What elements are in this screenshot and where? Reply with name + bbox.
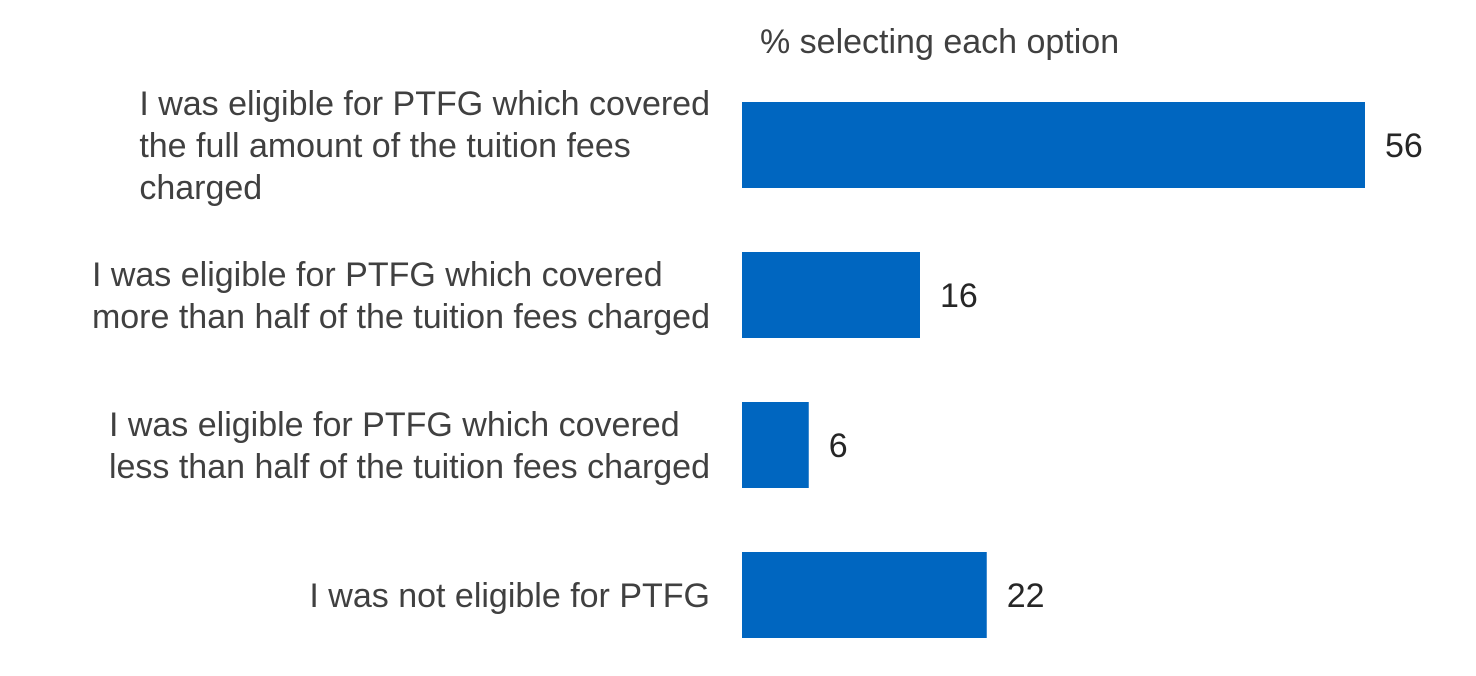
category-label-4: I was not eligible for PTFG <box>309 577 710 615</box>
value-label-4: 22 <box>1007 577 1045 615</box>
bars-layer: 56 I was eligible for PTFG which covered t… <box>92 85 1423 638</box>
category-label-line: charged <box>139 169 262 207</box>
category-label-line: the full amount of the tuition fees <box>139 127 630 165</box>
category-label-line: I was not eligible for PTFG <box>309 577 710 615</box>
axis-caption: % selecting each option <box>760 23 1119 61</box>
category-label-line: less than half of the tuition fees charg… <box>109 448 710 486</box>
category-label-line: I was eligible for PTFG which covered <box>139 85 710 123</box>
category-label-line: I was eligible for PTFG which covered <box>92 256 663 294</box>
bar-2 <box>742 252 920 338</box>
category-label-3: I was eligible for PTFG which covered les… <box>109 406 710 486</box>
value-label-2: 16 <box>940 277 978 315</box>
category-label-1: I was eligible for PTFG which covered the… <box>139 85 710 207</box>
category-label-line: more than half of the tuition fees charg… <box>92 298 710 336</box>
category-label-2: I was eligible for PTFG which covered mor… <box>92 256 710 336</box>
bar-3 <box>742 402 809 488</box>
bar-4 <box>742 552 987 638</box>
category-label-line: I was eligible for PTFG which covered <box>109 406 680 444</box>
value-label-1: 56 <box>1385 127 1423 165</box>
bar-1 <box>742 102 1365 188</box>
value-label-3: 6 <box>829 427 848 465</box>
